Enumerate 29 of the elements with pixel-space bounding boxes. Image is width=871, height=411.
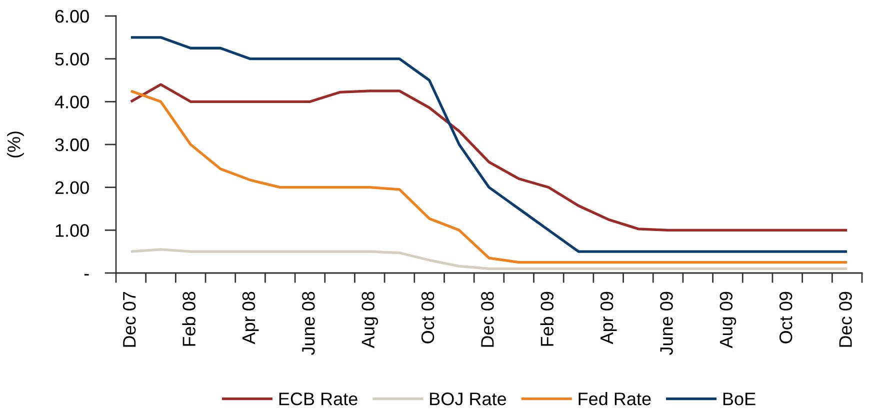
- x-tick-label: Dec 08: [481, 292, 494, 347]
- x-tick-label: Aug 09: [720, 292, 736, 348]
- y-tick-label: -: [84, 274, 89, 276]
- x-tick-label: Apr 09: [600, 292, 617, 344]
- line-series: [130, 248, 848, 270]
- x-tick-label: Feb 09: [540, 292, 554, 346]
- y-tick-label: 2.00: [55, 181, 89, 194]
- x-tick-label: Aug 08: [362, 292, 378, 348]
- line-series: [130, 36, 848, 253]
- y-tick-label: 4.00: [54, 96, 89, 108]
- legend-label: ECB Rate: [279, 392, 358, 406]
- legend-label: Fed Rate: [578, 392, 651, 406]
- y-tick-label: 5.00: [55, 52, 89, 66]
- x-tick-label: Dec 09: [839, 292, 852, 347]
- y-tick-label: 1.00: [56, 224, 89, 237]
- y-tick-label: 3.00: [55, 138, 89, 152]
- x-tick-label: June 08: [302, 292, 315, 356]
- x-tick-label: Oct 09: [779, 292, 792, 344]
- legend-label: BoE: [723, 392, 756, 406]
- legend-label: BOJ Rate: [430, 392, 506, 406]
- x-tick-label: Feb 08: [182, 292, 196, 346]
- x-tick-label: Dec 07: [122, 292, 136, 347]
- line-series: [130, 83, 848, 232]
- line-series: [130, 90, 848, 264]
- y-tick-label: 6.00: [55, 10, 89, 23]
- y-axis-title: (%): [7, 132, 24, 158]
- x-tick-label: Oct 08: [421, 292, 434, 344]
- x-tick-label: Apr 08: [242, 292, 259, 344]
- x-tick-label: June 09: [660, 292, 673, 356]
